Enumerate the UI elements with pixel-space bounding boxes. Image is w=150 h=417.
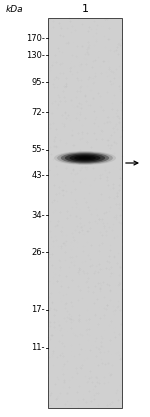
Text: 55-: 55- bbox=[32, 146, 45, 155]
Ellipse shape bbox=[79, 157, 91, 159]
Ellipse shape bbox=[74, 156, 96, 161]
Text: 95-: 95- bbox=[32, 78, 45, 86]
Ellipse shape bbox=[61, 153, 109, 163]
Text: 11-: 11- bbox=[32, 344, 45, 352]
Text: 72-: 72- bbox=[31, 108, 45, 116]
Text: 1: 1 bbox=[81, 4, 88, 14]
Ellipse shape bbox=[65, 153, 105, 163]
Text: kDa: kDa bbox=[6, 5, 24, 14]
Text: 17-: 17- bbox=[31, 306, 45, 314]
Ellipse shape bbox=[69, 155, 100, 161]
Ellipse shape bbox=[57, 152, 113, 164]
Text: 26-: 26- bbox=[31, 248, 45, 256]
Text: 130-: 130- bbox=[26, 50, 45, 60]
Text: 34-: 34- bbox=[31, 211, 45, 219]
Bar bbox=[48, 18, 122, 408]
Text: 170-: 170- bbox=[26, 33, 45, 43]
Text: 43-: 43- bbox=[31, 171, 45, 179]
Ellipse shape bbox=[54, 151, 116, 165]
